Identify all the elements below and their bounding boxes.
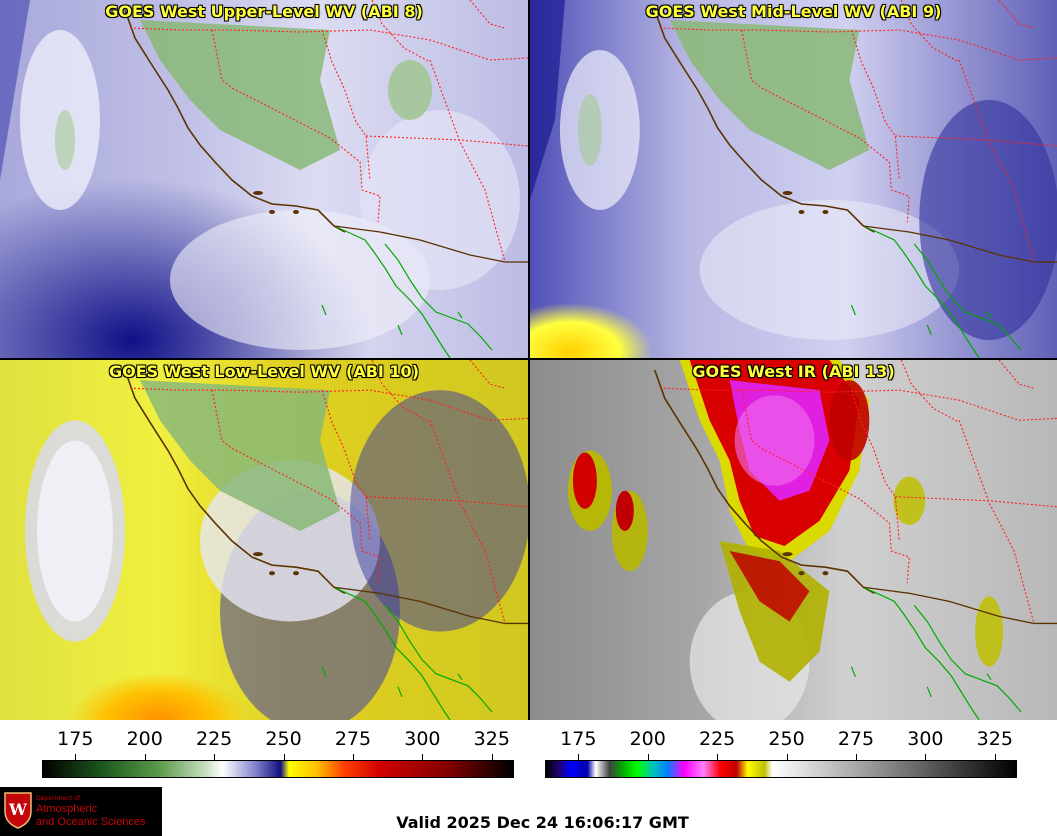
ir-tick-mark [578, 754, 580, 760]
panel-upper-level-wv: GOES West Upper-Level WV (ABI 8) [0, 0, 528, 358]
ir-tick-label: 225 [699, 728, 736, 750]
wv-tick-mark [75, 754, 77, 760]
panel-divider-vertical [528, 0, 530, 720]
ir-image [530, 360, 1057, 720]
mid-level-wv-image [530, 0, 1057, 358]
low-level-wv-image [0, 360, 528, 720]
panel-title: GOES West IR (ABI 13) [692, 362, 895, 381]
wv-tick-mark [144, 754, 146, 760]
panel-title: GOES West Upper-Level WV (ABI 8) [105, 2, 423, 21]
panel-divider-horizontal [0, 358, 1057, 360]
panel-ir: GOES West IR (ABI 13) [530, 360, 1057, 720]
ir-tick-mark [717, 754, 719, 760]
panel-title: GOES West Low-Level WV (ABI 10) [108, 362, 419, 381]
wv-tick-mark [283, 754, 285, 760]
wv-tick-label: 300 [404, 728, 441, 750]
wv-tick-mark [422, 754, 424, 760]
logo-line-1: Department of [36, 795, 80, 802]
wv-tick-mark [214, 754, 216, 760]
ir-tick-label: 250 [768, 728, 805, 750]
ir-tick-mark [647, 754, 649, 760]
panel-title: GOES West Mid-Level WV (ABI 9) [645, 2, 942, 21]
ir-tick-label: 175 [560, 728, 597, 750]
wv-tick-mark [352, 754, 354, 760]
logo-line-3: and Oceanic Sciences [36, 816, 146, 828]
wv-tick-label: 275 [334, 728, 372, 750]
wv-tick-mark [491, 754, 493, 760]
svg-text:W: W [8, 800, 28, 819]
ir-tick-mark [925, 754, 927, 760]
wv-colorbar-tick-marks [42, 754, 514, 760]
ir-tick-label: 275 [837, 728, 875, 750]
ir-colorbar-tick-marks [545, 754, 1017, 760]
ir-tick-label: 200 [629, 728, 666, 750]
ir-colorbar [545, 760, 1017, 778]
panel-mid-level-wv: GOES West Mid-Level WV (ABI 9) [530, 0, 1057, 358]
panel-low-level-wv: GOES West Low-Level WV (ABI 10) [0, 360, 528, 720]
aos-logo[interactable]: W Department of Atmospheric and Oceanic … [0, 787, 162, 836]
ir-tick-mark [855, 754, 857, 760]
wv-tick-label: 250 [265, 728, 302, 750]
ir-tick-label: 300 [907, 728, 944, 750]
wv-tick-label: 200 [126, 728, 163, 750]
wv-colorbar-tick-labels: 175 200 225 250 275 300 325 [42, 728, 514, 754]
ir-colorbar-tick-labels: 175 200 225 250 275 300 325 [545, 728, 1017, 754]
wv-tick-label: 225 [196, 728, 233, 750]
uw-crest-icon: W [4, 792, 32, 829]
ir-tick-label: 325 [976, 728, 1013, 750]
ir-tick-mark [994, 754, 996, 760]
ir-tick-mark [786, 754, 788, 760]
valid-time: Valid 2025 Dec 24 16:06:17 GMT [396, 813, 689, 832]
logo-line-2: Atmospheric [36, 803, 98, 815]
upper-level-wv-image [0, 0, 528, 358]
wv-tick-label: 175 [57, 728, 94, 750]
wv-tick-label: 325 [473, 728, 510, 750]
wv-colorbar [42, 760, 514, 778]
